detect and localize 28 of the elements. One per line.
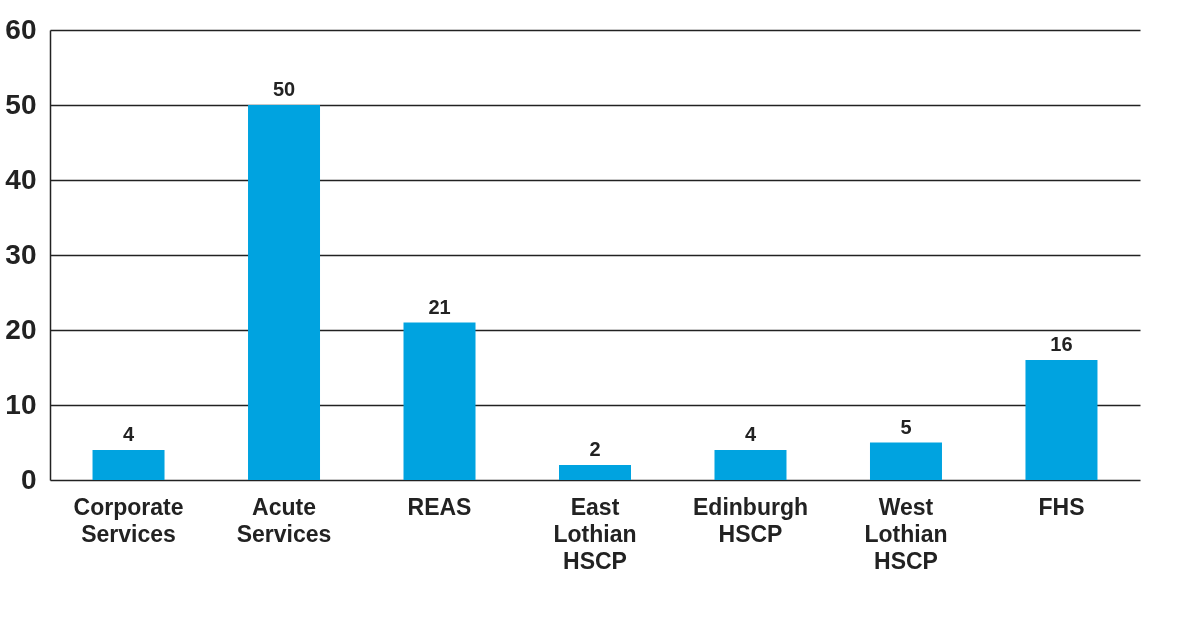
bar xyxy=(1025,360,1098,480)
x-tick-label: East Lothian HSCP xyxy=(553,493,637,574)
x-tick-label: Edinburgh HSCP xyxy=(693,493,808,547)
bar xyxy=(714,450,787,480)
data-label: 4 xyxy=(122,423,135,445)
y-tick-label: 0 xyxy=(20,463,37,495)
x-tick-label: FHS xyxy=(1038,493,1085,520)
x-tick-label: Acute Services xyxy=(236,493,332,547)
y-tick-label: 40 xyxy=(5,163,37,195)
bar xyxy=(403,322,476,480)
y-tick-label: 60 xyxy=(5,13,37,45)
y-tick-label: 50 xyxy=(5,88,37,120)
x-tick-label: REAS xyxy=(407,493,472,520)
x-tick-label: Corporate Services xyxy=(73,493,184,547)
bar xyxy=(92,450,165,480)
y-tick-label: 20 xyxy=(5,313,37,345)
data-label: 5 xyxy=(900,415,912,438)
data-label: 2 xyxy=(589,438,601,460)
data-label: 4 xyxy=(744,423,757,445)
bar xyxy=(248,105,321,480)
y-tick-label: 30 xyxy=(5,238,37,270)
y-tick-label: 10 xyxy=(5,388,37,420)
bar xyxy=(869,442,942,480)
x-tick-label: West Lothian HSCP xyxy=(864,493,948,574)
data-label: 21 xyxy=(428,295,451,318)
bar xyxy=(559,465,631,480)
data-label: 16 xyxy=(1050,333,1073,355)
data-label: 50 xyxy=(272,78,296,100)
